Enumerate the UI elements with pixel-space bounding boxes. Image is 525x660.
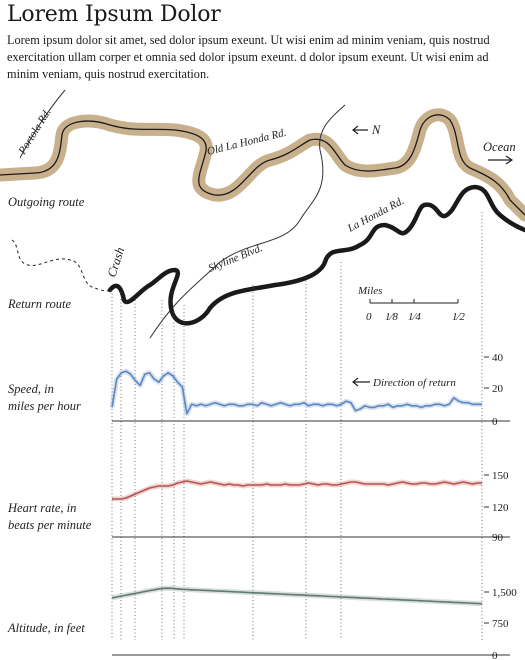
ocean-arrow-icon: [488, 155, 514, 165]
scale-bar-title: Miles: [357, 285, 382, 297]
outgoing-route-line: [0, 114, 525, 216]
dashed-path: [11, 239, 111, 292]
y-tick-label: 150: [492, 470, 509, 482]
speed-title-line2: miles per hour: [8, 399, 81, 413]
y-tick-label: 750: [492, 618, 509, 630]
route-map: Portola Rd. Old La Honda Rd. Skyline Blv…: [0, 89, 525, 339]
y-tick-label: 0: [492, 650, 498, 660]
y-tick-label: 20: [492, 383, 504, 395]
altitude-panel: Altitude, in feet 1,500 750 0: [7, 585, 517, 660]
scale-tick-2: 1⁄4: [408, 311, 421, 323]
direction-label: Direction of return: [372, 377, 456, 389]
heart-title-line2: beats per minute: [8, 518, 92, 532]
altitude-title: Altitude, in feet: [7, 621, 85, 635]
outgoing-route-label: Outgoing route: [8, 195, 85, 209]
ocean-label: Ocean: [483, 140, 516, 154]
speed-title-line1: Speed, in: [8, 382, 54, 396]
intro-paragraph: Lorem ipsum dolor sit amet, sed dolor ip…: [7, 33, 490, 81]
speed-panel: Speed, in miles per hour 40 20 0: [8, 352, 510, 428]
north-arrow-icon: [352, 125, 368, 135]
y-tick-label: 120: [492, 502, 509, 514]
heart-title-line1: Heart rate, in: [7, 501, 76, 515]
series-line: [111, 370, 482, 415]
scale-tick-0: 0: [366, 311, 372, 323]
direction-annotation: Direction of return: [352, 377, 456, 389]
crash-label: Crash: [105, 246, 128, 279]
return-route-label: Return route: [7, 297, 72, 311]
road-label-portola: Portola Rd.: [16, 107, 54, 158]
series-line: [111, 587, 483, 605]
scale-bar: Miles 0 1⁄8 1⁄4 1⁄2: [357, 285, 465, 323]
reference-lines: [111, 212, 483, 640]
heart-rate-panel: Heart rate, in beats per minute 150 120 90: [7, 470, 510, 544]
road-label-skyline: Skyline Blvd.: [207, 242, 265, 275]
series-line: [112, 480, 482, 500]
y-tick-label: 1,500: [492, 587, 517, 599]
scale-tick-1: 1⁄8: [385, 311, 398, 323]
north-label: N: [371, 123, 381, 137]
skyline-road: [149, 104, 346, 339]
y-tick-label: 40: [492, 352, 504, 364]
page-title: Lorem Ipsum Dolor: [7, 2, 221, 27]
scale-tick-3: 1⁄2: [452, 311, 465, 323]
y-tick-label: 0: [492, 416, 498, 428]
direction-arrow-icon: [352, 377, 370, 387]
return-route-line: [107, 184, 525, 326]
portola-road: [19, 89, 66, 159]
y-tick-label: 90: [492, 532, 504, 544]
